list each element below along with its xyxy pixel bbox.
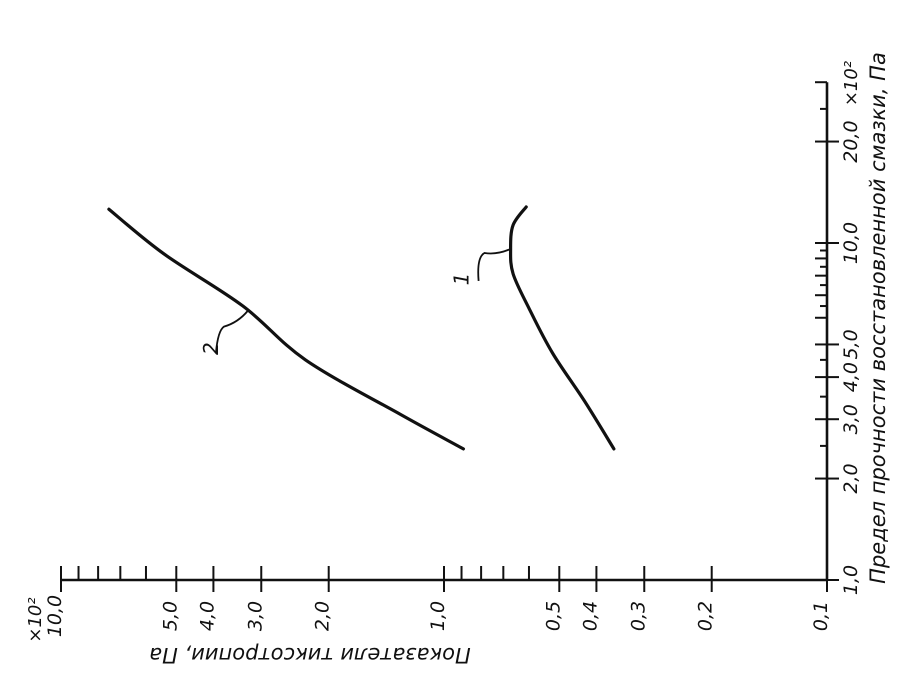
x-tick-label: 5,0: [840, 329, 862, 359]
y-tick-label: 0,1: [810, 601, 832, 631]
y-tick-label: 3,0: [244, 601, 266, 631]
y-tick-label: 0,3: [627, 601, 649, 631]
series-2-leader: [215, 310, 249, 353]
y-tick-label: 0,4: [579, 601, 601, 631]
x-tick-label: 2,0: [840, 463, 862, 493]
x-multiplier: ×10²: [841, 61, 862, 106]
y-tick-label: 10,0: [44, 595, 66, 637]
x-tick-label: 20,0: [840, 120, 862, 162]
y-tick-label: 1,0: [427, 601, 449, 631]
x-axis-title: Предел прочности восстановленной смазки,…: [866, 52, 890, 584]
series-1-line: [508, 205, 616, 451]
y-tick-label: 0,5: [542, 601, 564, 631]
series-2-line: [107, 207, 465, 451]
x-tick-label: 4,0: [840, 362, 862, 392]
y-multiplier: ×10²: [25, 597, 46, 642]
y-tick-label: 4,0: [196, 601, 218, 631]
x-tick-label: 1,0: [840, 565, 862, 595]
x-tick-label: 3,0: [840, 404, 862, 434]
series-1-leader: [477, 248, 511, 282]
y-tick-label: 5,0: [159, 601, 181, 631]
plot-area: 1,0 2,0 3,0 4,0 5,0 10,0 20,0 0,1 0,2 0,3 0,4 0,5 1,…: [25, 52, 890, 667]
series-2-label: 2: [199, 342, 223, 355]
y-tick-label: 0,2: [695, 601, 717, 631]
x-tick-label: 10,0: [840, 222, 862, 264]
y-axis-title: Показатели тиксотропии, Па: [149, 643, 471, 667]
y-tick-label: 2,0: [312, 601, 334, 631]
series-1-label: 1: [450, 273, 474, 286]
